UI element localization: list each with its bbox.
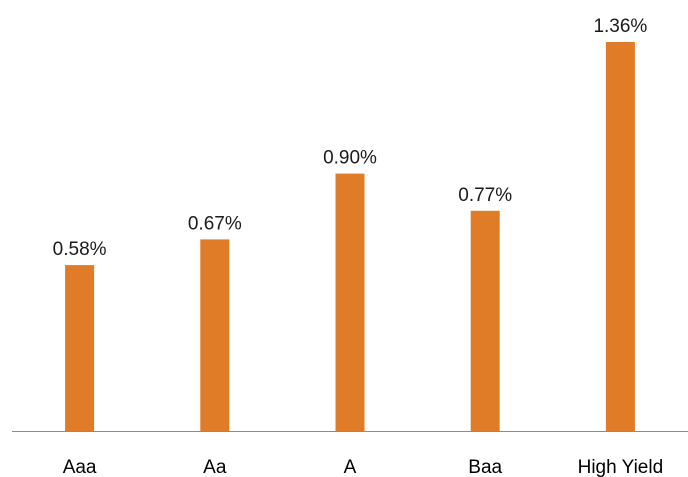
bar-baa: [470, 210, 500, 431]
bar-high-yield: [605, 42, 635, 431]
bar-a: [335, 173, 365, 431]
data-label-aaa: 0.58%: [53, 239, 107, 260]
bar-aa: [200, 239, 230, 431]
data-label-high-yield: 1.36%: [593, 16, 647, 37]
bar-aaa: [65, 265, 95, 431]
data-label-baa: 0.77%: [458, 185, 512, 206]
category-label-aaa: Aaa: [63, 457, 97, 477]
bars-group: [65, 42, 635, 431]
data-label-aa: 0.67%: [188, 213, 242, 234]
category-label-high-yield: High Yield: [578, 457, 664, 477]
category-label-aa: Aa: [203, 457, 227, 477]
data-labels-group: 0.58% 0.67% 0.90% 0.77% 1.36%: [53, 16, 648, 260]
category-labels-group: Aaa Aa A Baa High Yield: [63, 457, 663, 477]
data-label-a: 0.90%: [323, 148, 377, 169]
category-label-baa: Baa: [468, 457, 502, 477]
category-label-a: A: [344, 457, 357, 477]
